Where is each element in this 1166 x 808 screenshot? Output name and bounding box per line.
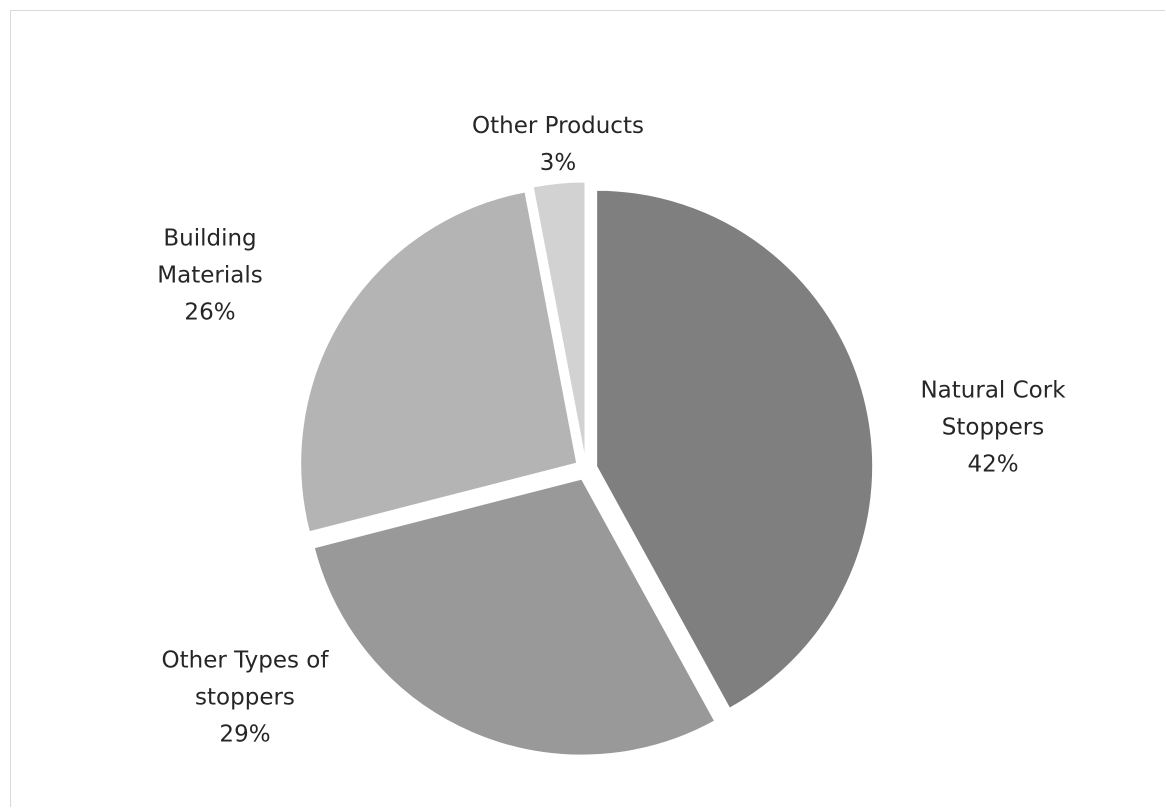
slice-label-other-types-of-stoppers: Other Types of stoppers 29% — [162, 643, 329, 754]
pie-slice-3 — [532, 181, 586, 459]
slice-label-line: Building — [163, 225, 257, 252]
slice-label-line: Other Products — [472, 113, 644, 139]
pie-slice-2 — [300, 191, 578, 533]
slice-label-line: Stoppers — [941, 414, 1045, 441]
slice-label-building-materials: Building Materials 26% — [157, 221, 262, 332]
slice-label-natural-cork-stoppers: Natural Cork Stoppers 42% — [920, 373, 1065, 484]
slice-percent: 29% — [219, 721, 271, 748]
slice-label-line: Materials — [157, 262, 263, 289]
slice-label-line: Natural Cork — [920, 377, 1066, 404]
slice-label-line: stoppers — [195, 684, 295, 711]
slice-label-other-products: Other Products 3% — [472, 108, 644, 182]
pie-slice-1 — [313, 478, 716, 756]
slice-percent: 42% — [967, 451, 1019, 478]
slice-percent: 26% — [184, 299, 236, 326]
slice-percent: 3% — [539, 150, 577, 176]
slice-label-line: Other Types of — [161, 647, 329, 674]
pie-slice-0 — [596, 189, 874, 709]
chart-frame — [10, 10, 1165, 807]
